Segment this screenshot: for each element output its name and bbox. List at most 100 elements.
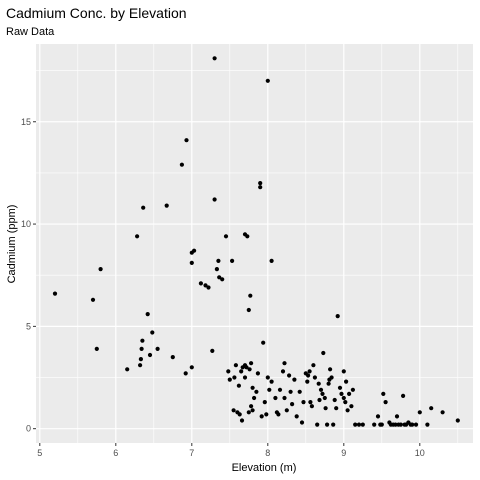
data-points [52, 56, 460, 427]
data-point [280, 369, 286, 374]
data-point [292, 377, 297, 382]
data-point [401, 393, 406, 398]
data-point [282, 395, 287, 401]
data-point [244, 365, 249, 370]
data-point [308, 400, 313, 405]
y-axis: 0 5 10 15 [21, 117, 36, 434]
data-point [138, 363, 143, 368]
data-point [206, 285, 211, 290]
data-point [203, 283, 208, 288]
data-point [223, 234, 229, 239]
data-point [135, 234, 140, 239]
data-point [329, 375, 334, 380]
data-point [410, 422, 415, 427]
data-point [311, 363, 316, 368]
data-point [413, 422, 419, 427]
minor-gridlines [36, 44, 473, 443]
data-point [141, 205, 146, 210]
data-point [265, 78, 270, 83]
data-point [294, 414, 299, 419]
data-point [210, 348, 215, 353]
data-point [140, 338, 145, 343]
data-point [383, 400, 388, 405]
data-point [248, 293, 253, 298]
data-point [258, 181, 263, 186]
data-point [217, 275, 222, 280]
data-point [394, 414, 400, 419]
data-point [297, 389, 302, 394]
data-point [212, 197, 217, 202]
data-point [198, 281, 203, 286]
data-point [417, 410, 422, 415]
data-point [264, 412, 269, 417]
data-point [337, 385, 343, 390]
data-point [315, 422, 320, 427]
data-point [375, 414, 381, 419]
data-point [379, 422, 384, 427]
data-point [249, 361, 254, 366]
data-point [341, 395, 346, 401]
data-point [309, 404, 314, 409]
data-point [247, 367, 252, 372]
y-tick-label: 5 [26, 321, 31, 331]
data-point [258, 185, 263, 190]
data-point [343, 400, 348, 405]
x-tick-label: 9 [341, 448, 346, 458]
data-point [347, 391, 352, 396]
y-tick-label: 0 [26, 424, 31, 434]
data-point [214, 267, 219, 272]
x-tick-label: 7 [189, 448, 194, 458]
data-point [246, 410, 251, 415]
data-point [94, 346, 99, 351]
data-point [360, 422, 365, 427]
data-point [250, 385, 255, 390]
data-point [276, 412, 281, 417]
data-point [339, 391, 344, 396]
y-tick-label: 10 [21, 219, 31, 229]
data-point [312, 375, 317, 380]
data-point [183, 371, 188, 376]
data-point [236, 383, 241, 388]
data-point [250, 408, 255, 413]
data-point [331, 422, 336, 427]
data-point [322, 395, 327, 401]
data-point [277, 387, 283, 392]
data-point [425, 422, 430, 427]
y-tick-label: 15 [21, 117, 31, 127]
data-point [192, 248, 197, 253]
data-point [372, 422, 377, 427]
data-point [325, 422, 330, 427]
data-point [284, 408, 289, 413]
data-point [189, 260, 194, 265]
x-tick-label: 5 [37, 448, 42, 458]
data-point [216, 258, 221, 263]
data-point [138, 357, 143, 362]
data-point [269, 258, 274, 263]
data-point [212, 56, 217, 61]
chart-title: Cadmium Conc. by Elevation [6, 5, 187, 21]
data-point [349, 404, 354, 409]
x-tick-label: 6 [113, 448, 118, 458]
data-point [259, 414, 264, 419]
data-point [353, 422, 358, 427]
data-point [249, 404, 254, 409]
data-point [239, 369, 244, 374]
data-point [170, 355, 175, 360]
data-point [318, 387, 324, 392]
data-point [316, 381, 321, 386]
data-point [356, 422, 362, 427]
data-point [429, 406, 434, 411]
data-point [290, 402, 295, 407]
data-point [233, 363, 238, 368]
data-point [147, 352, 153, 358]
data-point [301, 400, 306, 405]
data-point [344, 379, 349, 384]
data-point [52, 291, 58, 296]
y-axis-title: Cadmium (ppm) [6, 205, 18, 284]
data-point [90, 297, 96, 302]
data-point [252, 395, 257, 401]
data-point [232, 375, 237, 380]
data-point [231, 408, 236, 413]
data-point [326, 381, 331, 386]
x-tick-label: 8 [265, 448, 270, 458]
